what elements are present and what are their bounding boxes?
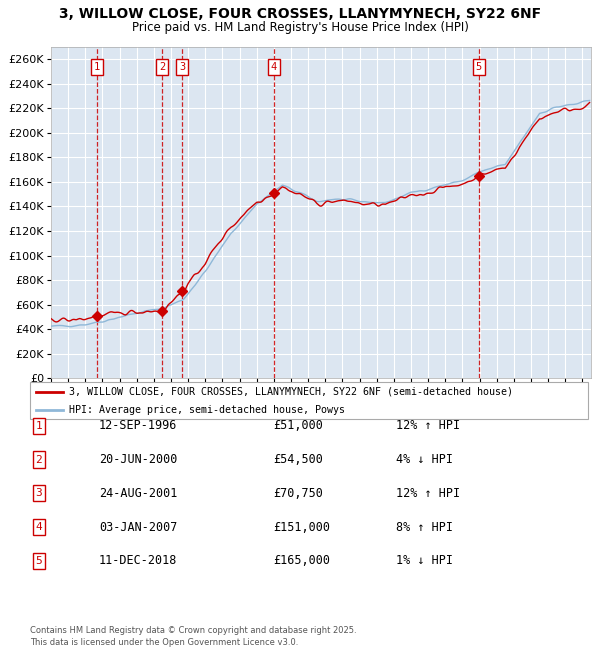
Text: 4% ↓ HPI: 4% ↓ HPI [396, 453, 453, 466]
Text: 3, WILLOW CLOSE, FOUR CROSSES, LLANYMYNECH, SY22 6NF (semi-detached house): 3, WILLOW CLOSE, FOUR CROSSES, LLANYMYNE… [69, 387, 513, 397]
Text: £70,750: £70,750 [273, 487, 323, 500]
Text: 3, WILLOW CLOSE, FOUR CROSSES, LLANYMYNECH, SY22 6NF: 3, WILLOW CLOSE, FOUR CROSSES, LLANYMYNE… [59, 6, 541, 21]
Text: 24-AUG-2001: 24-AUG-2001 [99, 487, 178, 500]
Text: Price paid vs. HM Land Registry's House Price Index (HPI): Price paid vs. HM Land Registry's House … [131, 21, 469, 34]
Text: £54,500: £54,500 [273, 453, 323, 466]
Text: 1: 1 [35, 421, 43, 431]
Text: 1% ↓ HPI: 1% ↓ HPI [396, 554, 453, 567]
Text: £151,000: £151,000 [273, 521, 330, 534]
Text: 4: 4 [271, 62, 277, 72]
Text: Contains HM Land Registry data © Crown copyright and database right 2025.
This d: Contains HM Land Registry data © Crown c… [30, 626, 356, 647]
Text: 5: 5 [475, 62, 482, 72]
Text: £51,000: £51,000 [273, 419, 323, 432]
Text: 4: 4 [35, 522, 43, 532]
Text: 3: 3 [179, 62, 185, 72]
Text: HPI: Average price, semi-detached house, Powys: HPI: Average price, semi-detached house,… [69, 406, 345, 415]
Text: 5: 5 [35, 556, 43, 566]
Text: 3: 3 [35, 488, 43, 499]
Text: 8% ↑ HPI: 8% ↑ HPI [396, 521, 453, 534]
Text: 20-JUN-2000: 20-JUN-2000 [99, 453, 178, 466]
Text: 2: 2 [159, 62, 165, 72]
Text: 12-SEP-1996: 12-SEP-1996 [99, 419, 178, 432]
Text: 12% ↑ HPI: 12% ↑ HPI [396, 419, 460, 432]
Text: 12% ↑ HPI: 12% ↑ HPI [396, 487, 460, 500]
Text: 2: 2 [35, 454, 43, 465]
Text: 03-JAN-2007: 03-JAN-2007 [99, 521, 178, 534]
Text: £165,000: £165,000 [273, 554, 330, 567]
Text: 1: 1 [94, 62, 100, 72]
Text: 11-DEC-2018: 11-DEC-2018 [99, 554, 178, 567]
